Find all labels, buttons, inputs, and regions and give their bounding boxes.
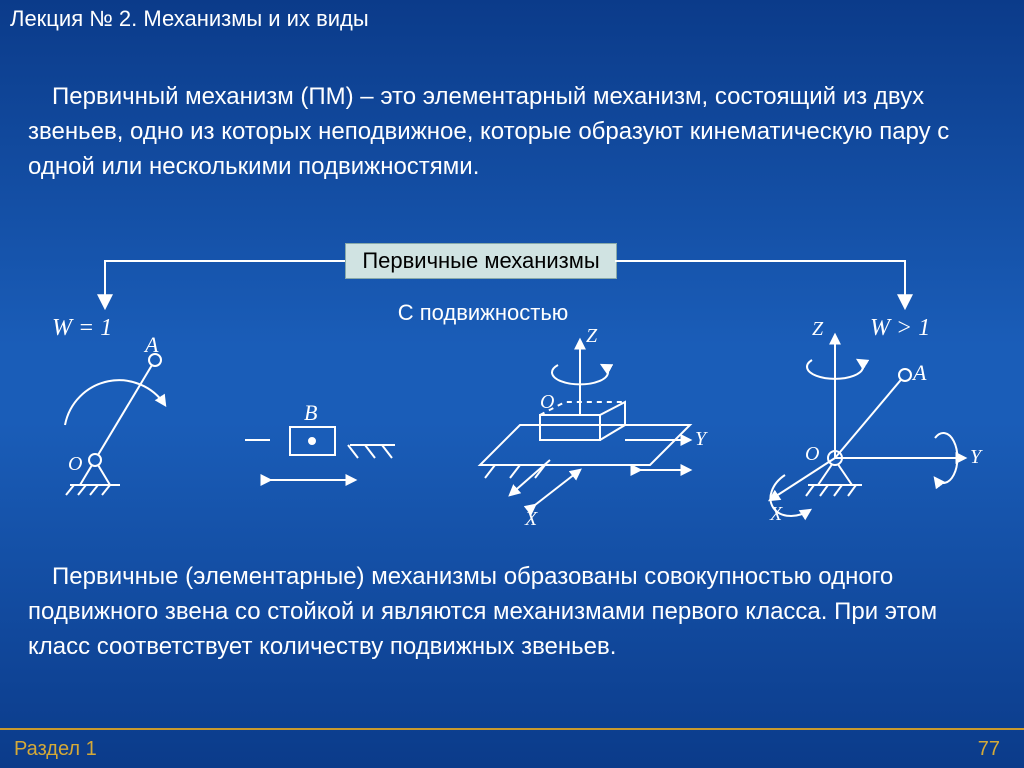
diagram-spherical-joint: O A Z Y X	[740, 320, 1000, 540]
label-O2: O	[540, 391, 554, 413]
footer-section: Раздел 1	[14, 738, 97, 761]
paragraph-2: Первичные (элементарные) механизмы образ…	[28, 560, 988, 664]
page-number: 77	[978, 738, 1000, 761]
label-X: X	[524, 508, 538, 530]
diagram-revolute-joint: O A	[40, 330, 220, 510]
paragraph-2-text: Первичные (элементарные) механизмы образ…	[28, 563, 937, 660]
label-Z2: Z	[812, 320, 824, 340]
label-A2: A	[911, 360, 927, 385]
diagram-prismatic-joint: B	[230, 400, 420, 520]
label-Y: Y	[695, 428, 708, 450]
footer-divider	[0, 728, 1024, 730]
label-Z: Z	[586, 325, 598, 347]
label-O: O	[68, 453, 82, 475]
diagram-planar-body: O Z Y X	[440, 320, 720, 540]
label-O3: O	[805, 443, 819, 465]
label-Y2: Y	[970, 446, 983, 468]
label-X2: X	[769, 503, 783, 525]
label-A: A	[143, 332, 159, 357]
label-B: B	[304, 400, 317, 425]
